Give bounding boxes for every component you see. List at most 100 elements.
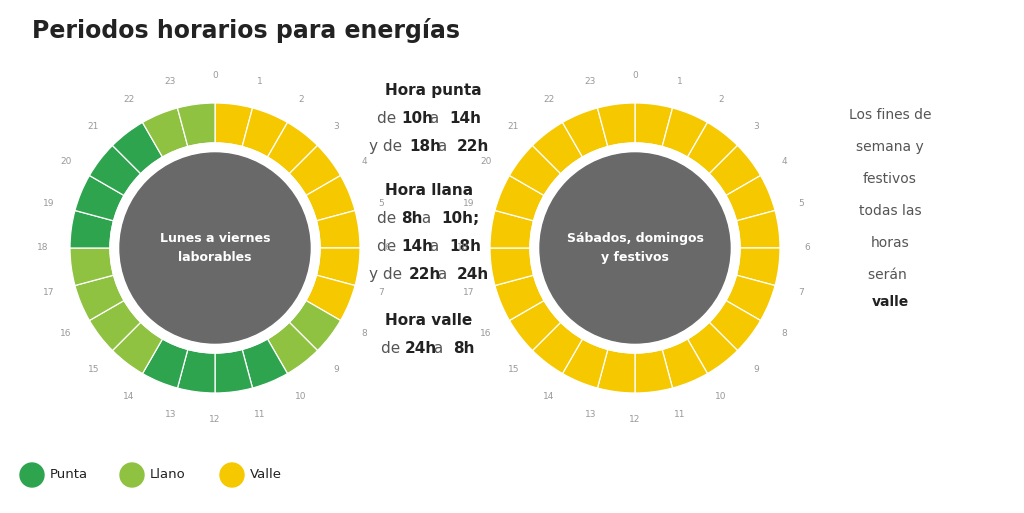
Circle shape <box>20 463 44 487</box>
Text: a: a <box>433 139 452 154</box>
Text: 13: 13 <box>585 410 596 419</box>
Wedge shape <box>142 108 187 157</box>
Circle shape <box>120 153 310 343</box>
Wedge shape <box>267 322 317 373</box>
Text: festivos: festivos <box>863 172 916 186</box>
Text: 5: 5 <box>799 199 804 208</box>
Circle shape <box>220 463 244 487</box>
Text: 22: 22 <box>544 94 555 104</box>
Wedge shape <box>663 339 708 388</box>
Text: horas: horas <box>870 236 909 250</box>
Circle shape <box>110 143 319 353</box>
Wedge shape <box>726 275 775 321</box>
Text: 24h: 24h <box>457 267 489 282</box>
Wedge shape <box>597 103 635 147</box>
Text: 9: 9 <box>754 365 760 374</box>
Wedge shape <box>289 301 341 350</box>
Wedge shape <box>710 301 761 350</box>
Text: Llano: Llano <box>150 468 185 482</box>
Wedge shape <box>215 103 253 147</box>
Text: 8: 8 <box>361 329 367 339</box>
Text: 8h: 8h <box>401 211 423 226</box>
Text: 19: 19 <box>463 199 474 208</box>
Wedge shape <box>113 123 163 174</box>
Text: Sábados, domingos
y festivos: Sábados, domingos y festivos <box>566 232 703 264</box>
Text: 20: 20 <box>60 157 72 167</box>
Text: 22: 22 <box>123 94 134 104</box>
Text: de: de <box>377 211 401 226</box>
Text: 20: 20 <box>480 157 492 167</box>
Text: 0: 0 <box>212 71 218 81</box>
Text: de: de <box>377 111 401 126</box>
Text: 22h: 22h <box>410 267 441 282</box>
Text: 10: 10 <box>295 392 307 402</box>
Wedge shape <box>562 339 608 388</box>
Text: 18: 18 <box>37 244 49 252</box>
Text: 17: 17 <box>463 288 474 297</box>
Wedge shape <box>710 146 761 195</box>
Text: a: a <box>433 267 452 282</box>
Wedge shape <box>306 175 355 221</box>
Text: 6: 6 <box>804 244 810 252</box>
Wedge shape <box>736 210 780 248</box>
Text: Periodos horarios para energías: Periodos horarios para energías <box>32 18 460 43</box>
Text: 10h: 10h <box>401 111 433 126</box>
Text: 15: 15 <box>88 365 99 374</box>
Text: a: a <box>425 239 444 254</box>
Text: y de: y de <box>370 267 408 282</box>
Text: 22h: 22h <box>457 139 489 154</box>
Wedge shape <box>495 175 544 221</box>
Circle shape <box>120 463 144 487</box>
Wedge shape <box>687 123 737 174</box>
Text: serán: serán <box>868 268 911 282</box>
Wedge shape <box>89 146 140 195</box>
Wedge shape <box>726 175 775 221</box>
Wedge shape <box>635 349 673 393</box>
Text: 14: 14 <box>123 392 135 402</box>
Text: 23: 23 <box>585 77 596 86</box>
Text: 10: 10 <box>715 392 727 402</box>
Text: 14h: 14h <box>449 111 481 126</box>
Text: 18h: 18h <box>449 239 481 254</box>
Text: a: a <box>417 211 436 226</box>
Text: 16: 16 <box>60 329 72 339</box>
Text: semana y: semana y <box>856 140 924 154</box>
Wedge shape <box>75 175 124 221</box>
Wedge shape <box>509 146 561 195</box>
Text: 24h: 24h <box>406 341 437 356</box>
Text: 6: 6 <box>384 244 390 252</box>
Text: 16: 16 <box>480 329 492 339</box>
Text: Hora llana: Hora llana <box>385 183 473 198</box>
Text: 18h: 18h <box>410 139 441 154</box>
Text: 4: 4 <box>361 157 367 167</box>
Circle shape <box>540 153 730 343</box>
Wedge shape <box>142 339 187 388</box>
Text: valle: valle <box>871 295 908 309</box>
Text: 12: 12 <box>630 416 641 424</box>
Wedge shape <box>316 210 360 248</box>
Text: Hora valle: Hora valle <box>385 313 472 328</box>
Text: a: a <box>425 111 444 126</box>
Wedge shape <box>736 248 780 286</box>
Text: 4: 4 <box>781 157 786 167</box>
Text: Los fines de: Los fines de <box>849 108 931 122</box>
Wedge shape <box>70 210 114 248</box>
Text: de: de <box>381 341 406 356</box>
Wedge shape <box>490 210 534 248</box>
Text: 15: 15 <box>508 365 519 374</box>
Wedge shape <box>316 248 360 286</box>
Wedge shape <box>306 275 355 321</box>
Text: Lunes a viernes
laborables: Lunes a viernes laborables <box>160 232 270 264</box>
Wedge shape <box>495 275 544 321</box>
Text: 19: 19 <box>43 199 54 208</box>
Wedge shape <box>177 349 215 393</box>
Text: y de: y de <box>370 139 408 154</box>
Text: 18: 18 <box>458 244 469 252</box>
Text: 10h;: 10h; <box>441 211 479 226</box>
Text: 3: 3 <box>334 122 340 131</box>
Wedge shape <box>242 108 288 157</box>
Text: 7: 7 <box>799 288 804 297</box>
Text: 0: 0 <box>632 71 638 81</box>
Text: a: a <box>429 341 449 356</box>
Wedge shape <box>267 123 317 174</box>
